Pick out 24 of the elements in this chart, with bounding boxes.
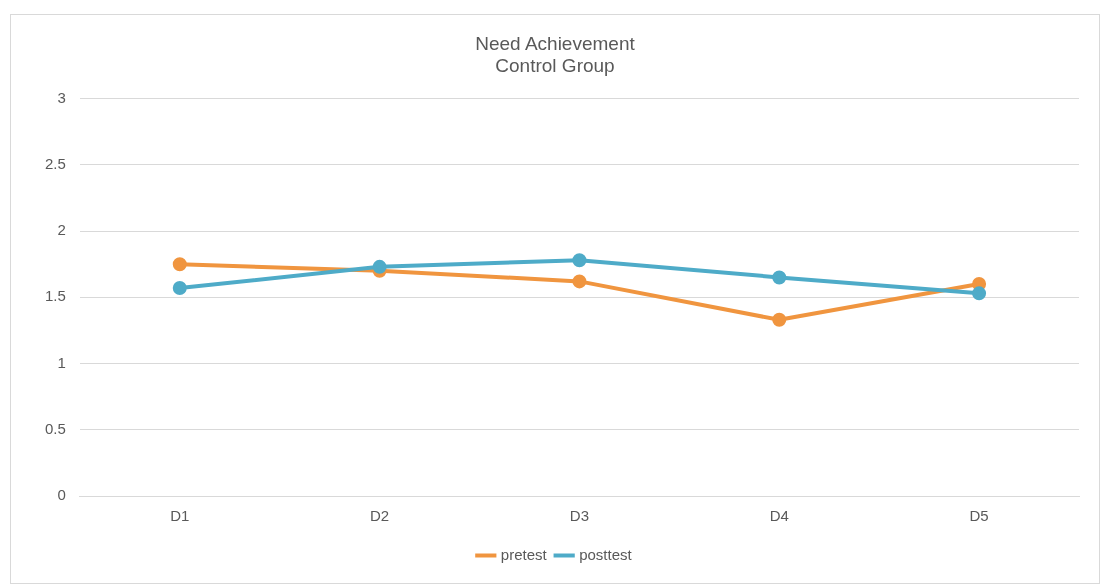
point	[572, 253, 587, 268]
y-tick-label: 1.5	[44, 287, 66, 305]
point	[772, 270, 787, 285]
text: Need Achievement	[475, 32, 635, 54]
y-tick-label: 0.5	[44, 419, 66, 437]
y-tick-label: 3	[57, 88, 66, 106]
point	[172, 281, 187, 296]
x-tick-label: D3	[569, 507, 590, 525]
legend-label: pretest	[500, 545, 548, 563]
point	[972, 286, 987, 301]
y-tick-label: 0	[57, 486, 66, 504]
point	[172, 257, 187, 272]
point	[772, 312, 787, 327]
y-tick-label: 2	[57, 221, 66, 239]
text: Control Group	[495, 55, 615, 77]
point	[372, 259, 387, 274]
x-tick-label: D4	[769, 507, 789, 525]
legend-label: posttest	[579, 545, 633, 563]
y-tick-label: 1	[57, 353, 66, 371]
x-tick-label: D5	[969, 507, 989, 525]
x-tick-label: D2	[370, 507, 390, 525]
y-tick-label: 2.5	[44, 154, 66, 172]
point	[572, 274, 587, 289]
x-tick-label: D1	[170, 507, 190, 525]
